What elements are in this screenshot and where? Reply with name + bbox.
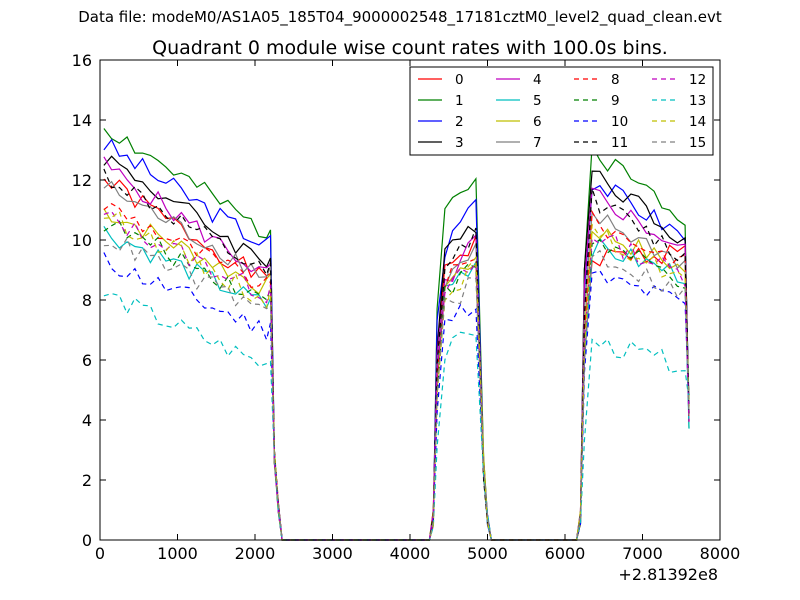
series-line-9 xyxy=(103,220,690,541)
x-tick-label: 5000 xyxy=(467,544,508,563)
series-line-10 xyxy=(103,252,690,541)
y-tick-label: 8 xyxy=(82,291,92,310)
x-offset-label: +2.81392e8 xyxy=(618,565,718,584)
x-tick-label: 7000 xyxy=(622,544,663,563)
x-tick-label: 4000 xyxy=(390,544,431,563)
legend-box xyxy=(409,66,714,156)
legend-label-6: 6 xyxy=(533,114,542,130)
legend-label-14: 14 xyxy=(689,114,706,130)
legend-label-5: 5 xyxy=(533,93,542,109)
y-tick-label: 10 xyxy=(72,231,92,250)
y-tick-label: 16 xyxy=(72,51,92,70)
series-line-13 xyxy=(103,292,690,541)
legend-label-10: 10 xyxy=(611,114,628,130)
y-tick-label: 12 xyxy=(72,171,92,190)
legend-label-15: 15 xyxy=(689,135,706,151)
legend-label-1: 1 xyxy=(455,93,464,109)
y-tick-label: 14 xyxy=(72,111,92,130)
series-line-6 xyxy=(103,208,690,541)
ticks-layer: 0 1000 2000 3000 4000 5000 6000 7000 80000246810… xyxy=(72,51,741,563)
legend-label-8: 8 xyxy=(611,72,620,88)
legend-label-2: 2 xyxy=(455,114,464,130)
series-line-14 xyxy=(103,210,690,541)
legend-label-3: 3 xyxy=(455,135,464,151)
series-line-4 xyxy=(103,156,690,541)
x-tick-label: 6000 xyxy=(545,544,586,563)
series-line-2 xyxy=(103,138,690,541)
legend-label-12: 12 xyxy=(689,72,706,88)
series-line-3 xyxy=(103,155,690,541)
series-line-15 xyxy=(103,236,690,541)
x-tick-label: 8000 xyxy=(700,544,741,563)
x-tick-label: 0 xyxy=(95,544,105,563)
y-tick-label: 6 xyxy=(82,351,92,370)
data-file-title: Data file: modeM0/AS1A05_185T04_90000025… xyxy=(78,8,722,26)
series-layer xyxy=(103,128,690,541)
legend-label-0: 0 xyxy=(455,72,464,88)
x-tick-label: 1000 xyxy=(157,544,198,563)
legend-label-9: 9 xyxy=(611,93,620,109)
legend-label-11: 11 xyxy=(611,135,628,151)
series-line-11 xyxy=(103,168,690,541)
series-line-0 xyxy=(103,178,690,541)
legend-label-13: 13 xyxy=(689,93,706,109)
legend-label-4: 4 xyxy=(533,72,542,88)
legend-label-7: 7 xyxy=(533,135,542,151)
series-line-12 xyxy=(103,210,690,541)
series-line-1 xyxy=(103,128,690,541)
chart-title: Quadrant 0 module wise count rates with … xyxy=(152,37,668,59)
x-tick-label: 3000 xyxy=(312,544,353,563)
y-tick-label: 4 xyxy=(82,411,92,430)
y-tick-label: 0 xyxy=(82,531,92,550)
y-tick-label: 2 xyxy=(82,471,92,490)
x-tick-label: 2000 xyxy=(235,544,276,563)
